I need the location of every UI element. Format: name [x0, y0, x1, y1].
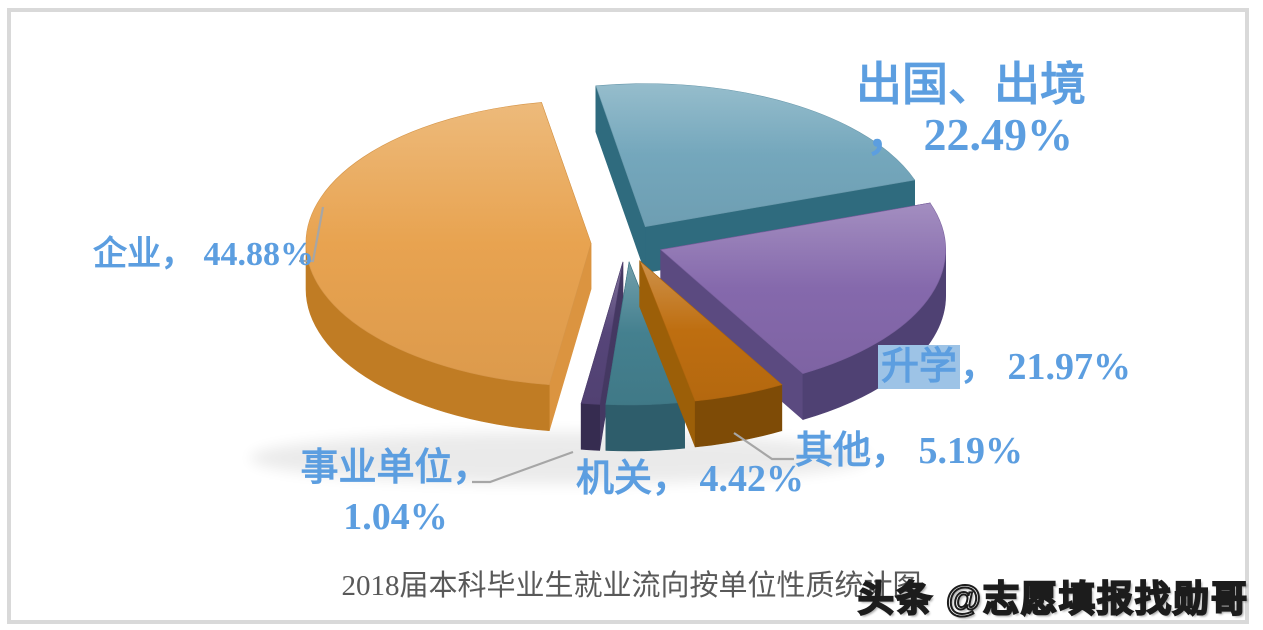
slice-top: [580, 261, 624, 405]
label-abroad-line2: ， 22.49%: [866, 109, 1073, 160]
slice-top: [639, 260, 783, 402]
chart-frame: [7, 8, 1249, 624]
further-study-highlight: 升学: [878, 345, 961, 389]
leader-other: [733, 432, 794, 461]
leader-enterprise: [299, 206, 325, 263]
slice-top: [660, 202, 946, 374]
label-enterprise: 企业， 44.88%: [93, 236, 314, 273]
further-study-value: ， 21.97%: [960, 346, 1132, 388]
chart-title: 2018届本科毕业生就业流向按单位性质统计图: [341, 570, 922, 602]
pie-slice-institution: [580, 261, 624, 451]
slice-rim: [605, 401, 685, 452]
pie-slice-enterprise: [305, 102, 592, 432]
pie-slice-government: [605, 260, 686, 452]
label-institution: 事业单位， 1.04%: [298, 444, 493, 542]
pie-slice-other: [639, 260, 783, 448]
slice-top: [595, 83, 916, 227]
watermark: 头条 @志愿填报找勋哥: [857, 577, 1249, 620]
label-other: 其他， 5.19%: [795, 430, 1024, 472]
slice-rim: [580, 402, 600, 451]
label-abroad-line1: 出国、出境: [856, 59, 1086, 110]
slice-top: [305, 102, 592, 386]
leader-institution: [472, 450, 574, 484]
label-further-study: 升学， 21.97%: [878, 345, 1132, 390]
label-institution-line1: 事业单位，: [300, 447, 491, 489]
pie-shadow: [250, 432, 870, 484]
label-government: 机关， 4.42%: [576, 458, 805, 500]
label-abroad: 出国、出境 ， 22.49%: [856, 60, 1086, 160]
label-institution-line2: 1.04%: [343, 496, 448, 538]
